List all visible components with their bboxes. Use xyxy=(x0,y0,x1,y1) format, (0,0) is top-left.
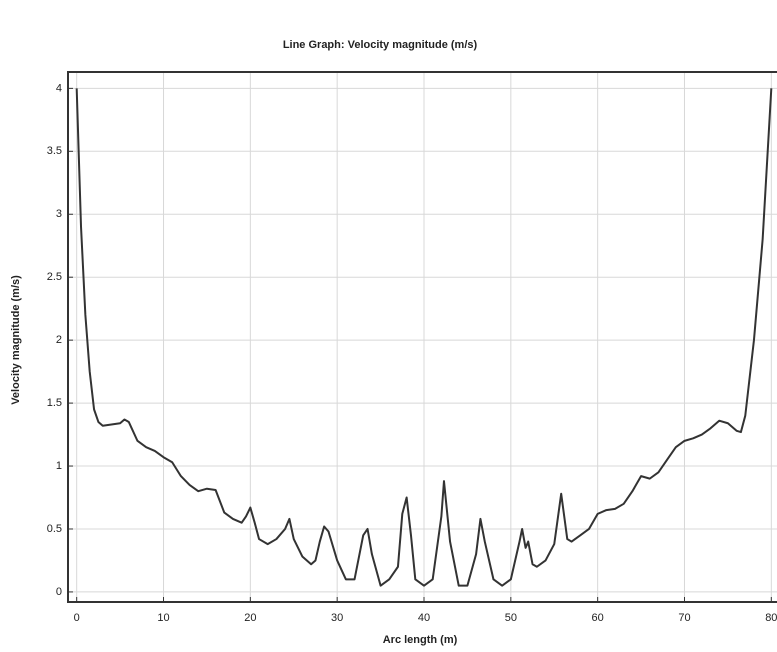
x-tick-label: 10 xyxy=(157,612,169,624)
y-tick-label: 2 xyxy=(56,334,62,346)
x-tick-label: 30 xyxy=(331,612,343,624)
x-tick-label: 50 xyxy=(505,612,517,624)
x-tick-label: 60 xyxy=(592,612,604,624)
x-tick-label: 20 xyxy=(244,612,256,624)
x-tick-label: 0 xyxy=(74,612,80,624)
chart-title: Line Graph: Velocity magnitude (m/s) xyxy=(283,39,478,51)
y-tick-label: 4 xyxy=(56,82,62,94)
y-tick-label: 0 xyxy=(56,586,62,598)
x-tick-label: 80 xyxy=(765,612,777,624)
x-tick-label: 70 xyxy=(678,612,690,624)
data-line xyxy=(75,88,773,587)
y-tick-label: 0.5 xyxy=(47,523,62,535)
y-axis-label: Velocity magnitude (m/s) xyxy=(10,275,22,405)
y-tick-label: 3.5 xyxy=(47,145,62,157)
y-tick-label: 1 xyxy=(56,460,62,472)
x-axis-label: Arc length (m) xyxy=(383,634,458,646)
x-tick-label: 40 xyxy=(418,612,430,624)
y-tick-label: 3 xyxy=(56,208,62,220)
y-tick-label: 2.5 xyxy=(47,271,62,283)
y-tick-label: 1.5 xyxy=(47,397,62,409)
